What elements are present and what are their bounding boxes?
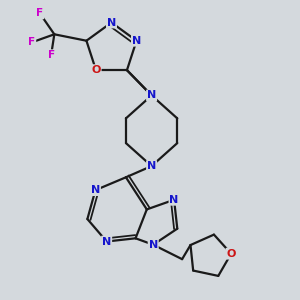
Text: F: F: [36, 8, 43, 18]
Text: N: N: [147, 90, 156, 100]
Text: N: N: [91, 185, 100, 195]
Text: N: N: [148, 240, 158, 250]
Text: N: N: [169, 195, 179, 205]
Text: N: N: [107, 17, 116, 28]
Text: O: O: [91, 65, 101, 75]
Text: N: N: [132, 36, 141, 46]
Text: F: F: [28, 37, 35, 47]
Text: N: N: [147, 161, 156, 171]
Text: N: N: [102, 236, 111, 247]
Text: F: F: [47, 50, 55, 60]
Text: O: O: [226, 249, 236, 259]
